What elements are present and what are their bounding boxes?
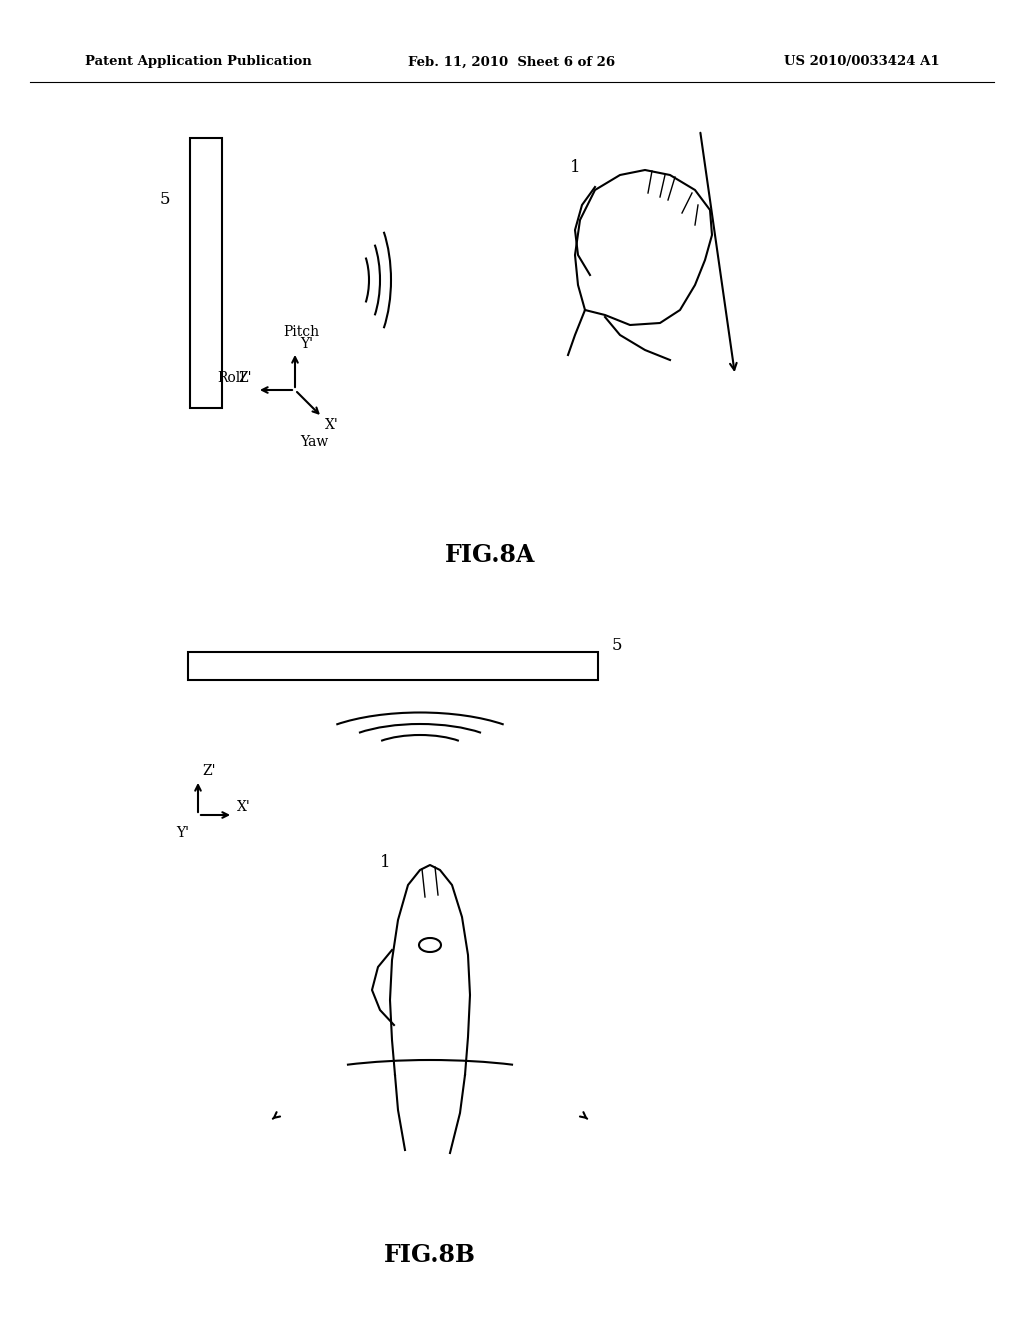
Text: Roll: Roll	[217, 371, 245, 385]
Text: US 2010/0033424 A1: US 2010/0033424 A1	[784, 55, 940, 69]
Text: Y': Y'	[300, 337, 313, 351]
Text: Pitch: Pitch	[283, 325, 319, 339]
Bar	[188, 652, 598, 680]
Text: Y': Y'	[176, 826, 189, 840]
Text: FIG.8B: FIG.8B	[384, 1243, 476, 1267]
Text: X': X'	[325, 418, 339, 432]
Text: Yaw: Yaw	[300, 436, 329, 449]
Text: Feb. 11, 2010  Sheet 6 of 26: Feb. 11, 2010 Sheet 6 of 26	[409, 55, 615, 69]
Text: X': X'	[237, 800, 251, 814]
Bar	[190, 139, 222, 408]
Text: FIG.8A: FIG.8A	[444, 543, 536, 568]
Text: Z': Z'	[202, 764, 215, 777]
Text: 1: 1	[380, 854, 390, 871]
Text: 5: 5	[160, 191, 171, 209]
Text: Patent Application Publication: Patent Application Publication	[85, 55, 311, 69]
Text: 5: 5	[612, 636, 623, 653]
Text: 1: 1	[570, 160, 581, 177]
Text: Z': Z'	[239, 371, 252, 385]
